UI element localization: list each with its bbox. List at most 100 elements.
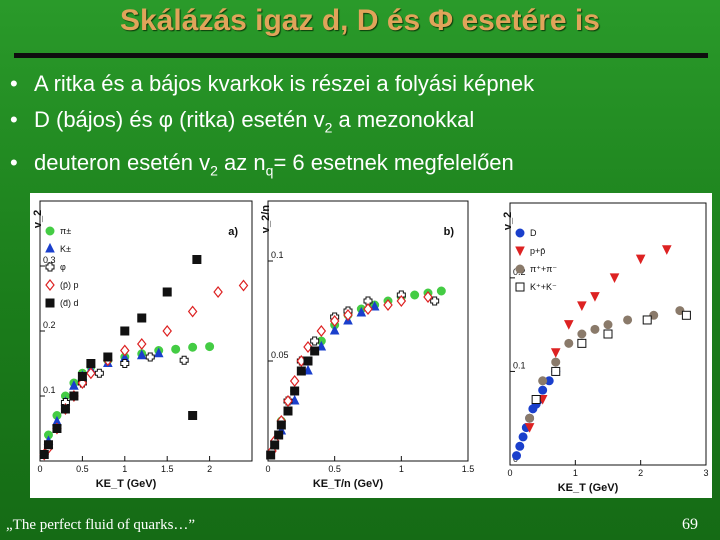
data-point bbox=[410, 290, 420, 300]
data-point bbox=[603, 329, 613, 339]
data-point bbox=[120, 359, 130, 368]
panel-label: b) bbox=[444, 226, 455, 238]
data-point bbox=[289, 375, 300, 387]
plot-frame bbox=[509, 202, 707, 466]
data-point bbox=[524, 423, 535, 433]
data-point bbox=[192, 255, 202, 264]
series-circle-green bbox=[43, 342, 215, 440]
x-tick-label: 3 bbox=[703, 468, 708, 478]
data-point bbox=[436, 286, 446, 296]
y-tick-label: 0.1 bbox=[513, 360, 526, 370]
data-point bbox=[274, 430, 284, 440]
x-tick-label: 0.5 bbox=[328, 464, 341, 474]
data-point bbox=[45, 226, 55, 236]
legend-entry: φ bbox=[60, 262, 66, 272]
data-point bbox=[430, 296, 440, 306]
series-triangle-down-red bbox=[524, 245, 672, 433]
x-tick-label: 2 bbox=[638, 468, 643, 478]
bullet-text: A ritka és a bájos kvarkok is részei a f… bbox=[34, 71, 535, 96]
data-point bbox=[603, 320, 613, 330]
data-point bbox=[310, 336, 320, 346]
slide-number: 69 bbox=[682, 516, 698, 533]
legend-entry: K± bbox=[60, 244, 71, 254]
series-square-black bbox=[39, 255, 202, 459]
data-point bbox=[266, 450, 276, 460]
bullet-text: a mezonokkal bbox=[332, 107, 475, 132]
bullet-text: = 6 esetnek megfelelően bbox=[273, 150, 514, 176]
data-point bbox=[538, 385, 548, 395]
data-point bbox=[45, 298, 55, 308]
x-axis-label: KE_T (GeV) bbox=[96, 478, 157, 490]
bullet-subscript: 2 bbox=[324, 119, 333, 136]
data-point bbox=[276, 420, 286, 430]
y-axis-label: v_2 bbox=[32, 210, 44, 228]
data-point bbox=[77, 372, 87, 381]
data-point bbox=[623, 315, 633, 325]
plot-frame bbox=[39, 200, 253, 462]
series-square-black bbox=[266, 346, 320, 460]
data-point bbox=[187, 305, 198, 318]
data-point bbox=[283, 406, 293, 416]
data-point bbox=[363, 303, 373, 315]
bullet-item: • A ritka és a bájos kvarkok is részei a… bbox=[8, 66, 713, 102]
data-point bbox=[515, 264, 525, 274]
series-square-open bbox=[531, 310, 691, 404]
bullet-subscript: 2 bbox=[210, 162, 218, 179]
data-point bbox=[675, 306, 685, 316]
legend-entry: (d̄) d bbox=[60, 298, 79, 308]
bullet-dot: • bbox=[10, 71, 18, 96]
legend-entry: (p̄) p bbox=[60, 280, 79, 290]
x-tick-label: 0 bbox=[265, 464, 270, 474]
data-point bbox=[329, 315, 340, 327]
data-point bbox=[296, 366, 306, 376]
x-axis-label: KE_T/n (GeV) bbox=[313, 478, 384, 490]
data-point bbox=[681, 310, 691, 320]
data-point bbox=[137, 313, 147, 323]
x-tick-label: 0 bbox=[507, 468, 512, 478]
data-point bbox=[310, 346, 320, 356]
data-point bbox=[120, 326, 130, 336]
data-point bbox=[563, 320, 574, 330]
data-point bbox=[153, 347, 164, 358]
data-point bbox=[60, 404, 70, 414]
x-tick-label: 1 bbox=[122, 464, 127, 474]
data-point bbox=[525, 413, 535, 423]
data-point bbox=[213, 286, 223, 298]
series-circle-grey bbox=[525, 306, 685, 423]
y-tick-label: 0.1 bbox=[271, 250, 284, 260]
data-point bbox=[329, 324, 340, 335]
data-point bbox=[205, 342, 215, 352]
title-divider bbox=[14, 53, 708, 58]
data-point bbox=[52, 424, 62, 433]
data-point bbox=[283, 395, 293, 407]
bullet-item: • D (bájos) és φ (ritka) esetén v2 a mez… bbox=[8, 102, 713, 145]
data-point bbox=[270, 440, 280, 450]
legend-entry: p+p̄ bbox=[530, 246, 545, 256]
data-point bbox=[551, 366, 561, 376]
data-point bbox=[303, 341, 313, 353]
data-point bbox=[531, 395, 541, 404]
data-point bbox=[238, 279, 249, 292]
slide-title: Skálázás igaz d, D és Φ esetére is bbox=[120, 4, 600, 37]
data-point bbox=[590, 324, 600, 334]
data-point bbox=[343, 309, 353, 321]
y-tick-label: 0.1 bbox=[43, 385, 56, 395]
data-point bbox=[515, 282, 525, 292]
legend-entry: K⁺+K⁻ bbox=[530, 282, 557, 292]
data-point bbox=[43, 440, 53, 450]
legend-entry: π± bbox=[60, 226, 71, 236]
data-point bbox=[39, 450, 49, 459]
data-point bbox=[515, 228, 525, 238]
data-point bbox=[45, 262, 55, 272]
data-point bbox=[383, 299, 393, 311]
bullet-list: • A ritka és a bájos kvarkok is részei a… bbox=[8, 66, 713, 189]
data-point bbox=[363, 296, 373, 306]
data-point bbox=[290, 386, 300, 396]
data-point bbox=[551, 357, 561, 367]
x-tick-label: 1 bbox=[399, 464, 404, 474]
data-point bbox=[518, 432, 528, 442]
data-point bbox=[94, 368, 104, 378]
bullet-dot: • bbox=[10, 107, 18, 132]
data-point bbox=[69, 380, 79, 390]
data-point bbox=[86, 359, 96, 368]
